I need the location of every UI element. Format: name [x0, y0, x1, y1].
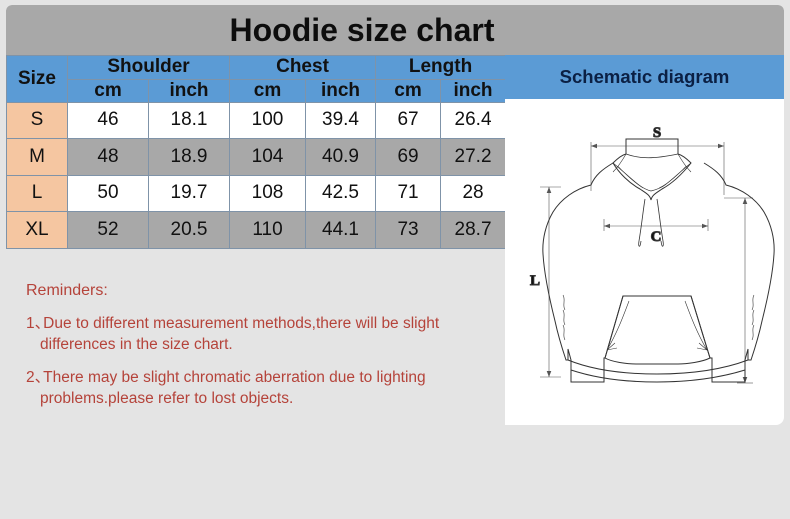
svg-text:C: C [651, 229, 662, 245]
svg-text:L: L [530, 273, 540, 289]
